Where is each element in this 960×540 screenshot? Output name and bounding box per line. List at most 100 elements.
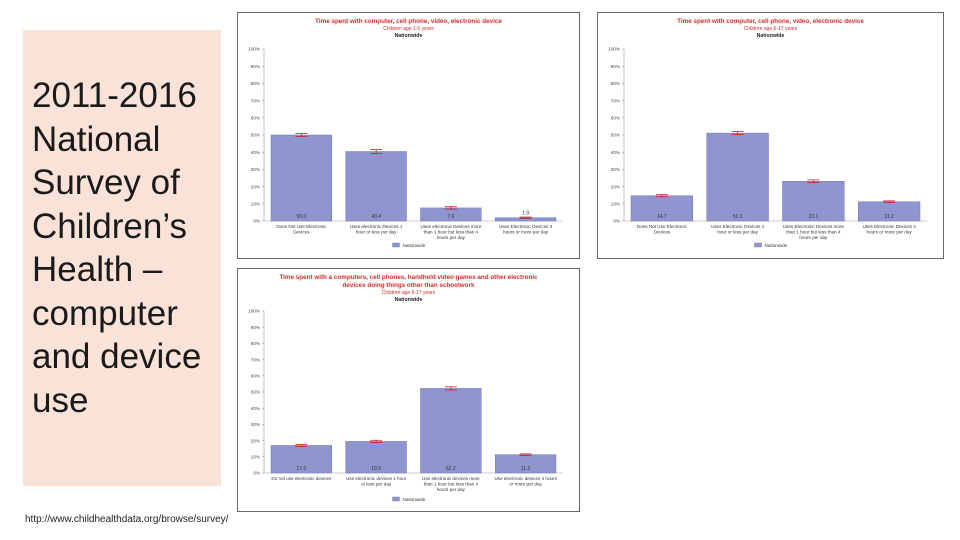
y-tick-label: 50%	[251, 133, 260, 138]
x-tick-label: or more per day	[509, 482, 542, 487]
legend-swatch	[392, 496, 400, 502]
chart-svg-2: Time spent with computer, cell phone, vi…	[608, 18, 927, 248]
x-tick-label: hour or less per day	[356, 230, 397, 235]
y-tick-label: 70%	[251, 357, 260, 362]
data-label: 50.0	[297, 214, 307, 220]
chart-title-line-2: devices doing things other than schoolwo…	[343, 282, 475, 289]
data-label: 1.9	[522, 211, 529, 217]
data-label: 23.1	[809, 214, 819, 220]
legend-swatch	[392, 242, 400, 248]
x-tick-label: than 1 hour but less than 4	[786, 230, 841, 235]
x-tick-label: Uses Electronic Devices 4	[862, 224, 916, 229]
y-tick-label: 60%	[251, 374, 260, 379]
y-tick-label: 80%	[611, 81, 620, 86]
y-tick-label: 30%	[251, 167, 260, 172]
y-tick-label: 10%	[251, 202, 260, 207]
title-panel: 2011-2016 National Survey of Children’s …	[23, 30, 221, 486]
y-tick-label: 90%	[251, 64, 260, 69]
chart-subtitle: Children age 6-17 years	[744, 26, 798, 32]
x-tick-label: Uses electronic Devices 1	[350, 224, 403, 229]
data-label: 40.4	[371, 214, 381, 220]
data-label: 52.2	[446, 466, 456, 472]
y-tick-label: 40%	[251, 406, 260, 411]
bar	[345, 151, 407, 222]
y-tick-label: 10%	[251, 455, 260, 460]
data-label: 17.0	[297, 466, 307, 472]
y-tick-label: 20%	[611, 184, 620, 189]
x-tick-label: Use electronic devices 1 hour	[346, 476, 407, 481]
chart-region: Nationwide	[395, 297, 423, 303]
source-url: http://www.childhealthdata.org/browse/su…	[25, 514, 229, 525]
y-tick-label: 10%	[611, 202, 620, 207]
y-tick-label: 80%	[251, 81, 260, 86]
x-tick-label: hours per day	[437, 487, 466, 492]
x-tick-label: Uses Electronic Devices 4	[499, 224, 553, 229]
y-tick-label: 0%	[253, 471, 260, 476]
chart-svg-1: Time spent with computer, cell phone, vi…	[248, 18, 563, 248]
x-tick-label: Devices	[654, 230, 671, 235]
x-tick-label: Use electronic devices 4 hours	[494, 476, 557, 481]
data-label: 7.6	[447, 214, 454, 220]
bar	[270, 445, 332, 474]
y-tick-label: 50%	[251, 390, 260, 395]
legend-label: Nationwide	[403, 497, 426, 502]
bar	[420, 388, 482, 474]
y-tick-label: 30%	[611, 167, 620, 172]
slide-title: 2011-2016 National Survey of Children’s …	[32, 76, 202, 420]
x-tick-label: Does Not Use Electronic	[276, 224, 327, 229]
y-tick-label: 40%	[251, 150, 260, 155]
chart-screen-time-age-1-5: Time spent with computer, cell phone, vi…	[237, 12, 580, 259]
y-tick-label: 70%	[611, 98, 620, 103]
chart-non-school-screen-time-age-6-17: Time spent with a computers, cell phones…	[237, 268, 580, 512]
chart-region: Nationwide	[757, 33, 785, 39]
y-tick-label: 60%	[251, 116, 260, 121]
x-tick-label: than 1 hour but less than 4	[424, 230, 479, 235]
y-tick-label: 100%	[248, 47, 260, 52]
y-tick-label: 90%	[251, 325, 260, 330]
x-tick-label: Use electronic devices more	[422, 476, 480, 481]
chart-title: Time spent with computer, cell phone, vi…	[315, 18, 502, 25]
x-tick-label: Devices	[293, 230, 310, 235]
y-tick-label: 70%	[251, 98, 260, 103]
x-tick-label: hour or less per day	[717, 230, 758, 235]
chart-screen-time-age-6-17: Time spent with computer, cell phone, vi…	[597, 12, 944, 259]
bar	[270, 134, 332, 222]
chart-title: Time spent with a computers, cell phones…	[279, 274, 538, 281]
x-tick-label: Uses Electronic Devices more	[783, 224, 845, 229]
y-tick-label: 60%	[611, 116, 620, 121]
y-tick-label: 50%	[611, 133, 620, 138]
x-tick-label: Does Not Use Electronic	[637, 224, 688, 229]
y-tick-label: 80%	[251, 341, 260, 346]
chart-region: Nationwide	[395, 33, 423, 39]
data-label: 14.7	[657, 214, 667, 220]
legend-label: Nationwide	[765, 243, 788, 248]
bar	[706, 132, 769, 222]
x-tick-label: Do not use electronic devices	[271, 476, 332, 481]
chart-svg-3: Time spent with a computers, cell phones…	[248, 274, 563, 502]
bar	[782, 181, 845, 222]
x-tick-label: hours or more per day	[867, 230, 913, 235]
chart-subtitle: Children age 6-17 years	[382, 290, 436, 296]
x-tick-label: Uses electronic Devices more	[420, 224, 481, 229]
chart-subtitle: Children age 1-5 years	[383, 26, 434, 32]
legend-label: Nationwide	[403, 243, 426, 248]
data-label: 11.3	[521, 466, 531, 472]
y-tick-label: 20%	[251, 438, 260, 443]
y-tick-label: 90%	[611, 64, 620, 69]
y-tick-label: 0%	[613, 219, 620, 224]
x-tick-label: hours per day	[799, 235, 828, 240]
chart-title: Time spent with computer, cell phone, vi…	[677, 18, 864, 25]
data-label: 19.5	[371, 466, 381, 472]
bar	[630, 195, 693, 222]
y-tick-label: 100%	[608, 47, 620, 52]
x-tick-label: hours per day	[437, 235, 466, 240]
y-tick-label: 0%	[253, 219, 260, 224]
x-tick-label: Uses Electronic Devices 1	[711, 224, 765, 229]
y-tick-label: 20%	[251, 184, 260, 189]
x-tick-label: or less per day	[361, 482, 392, 487]
data-label: 51.1	[733, 214, 743, 220]
data-label: 11.2	[884, 214, 894, 220]
legend-swatch	[754, 242, 762, 248]
y-tick-label: 100%	[248, 309, 260, 314]
y-tick-label: 30%	[251, 422, 260, 427]
